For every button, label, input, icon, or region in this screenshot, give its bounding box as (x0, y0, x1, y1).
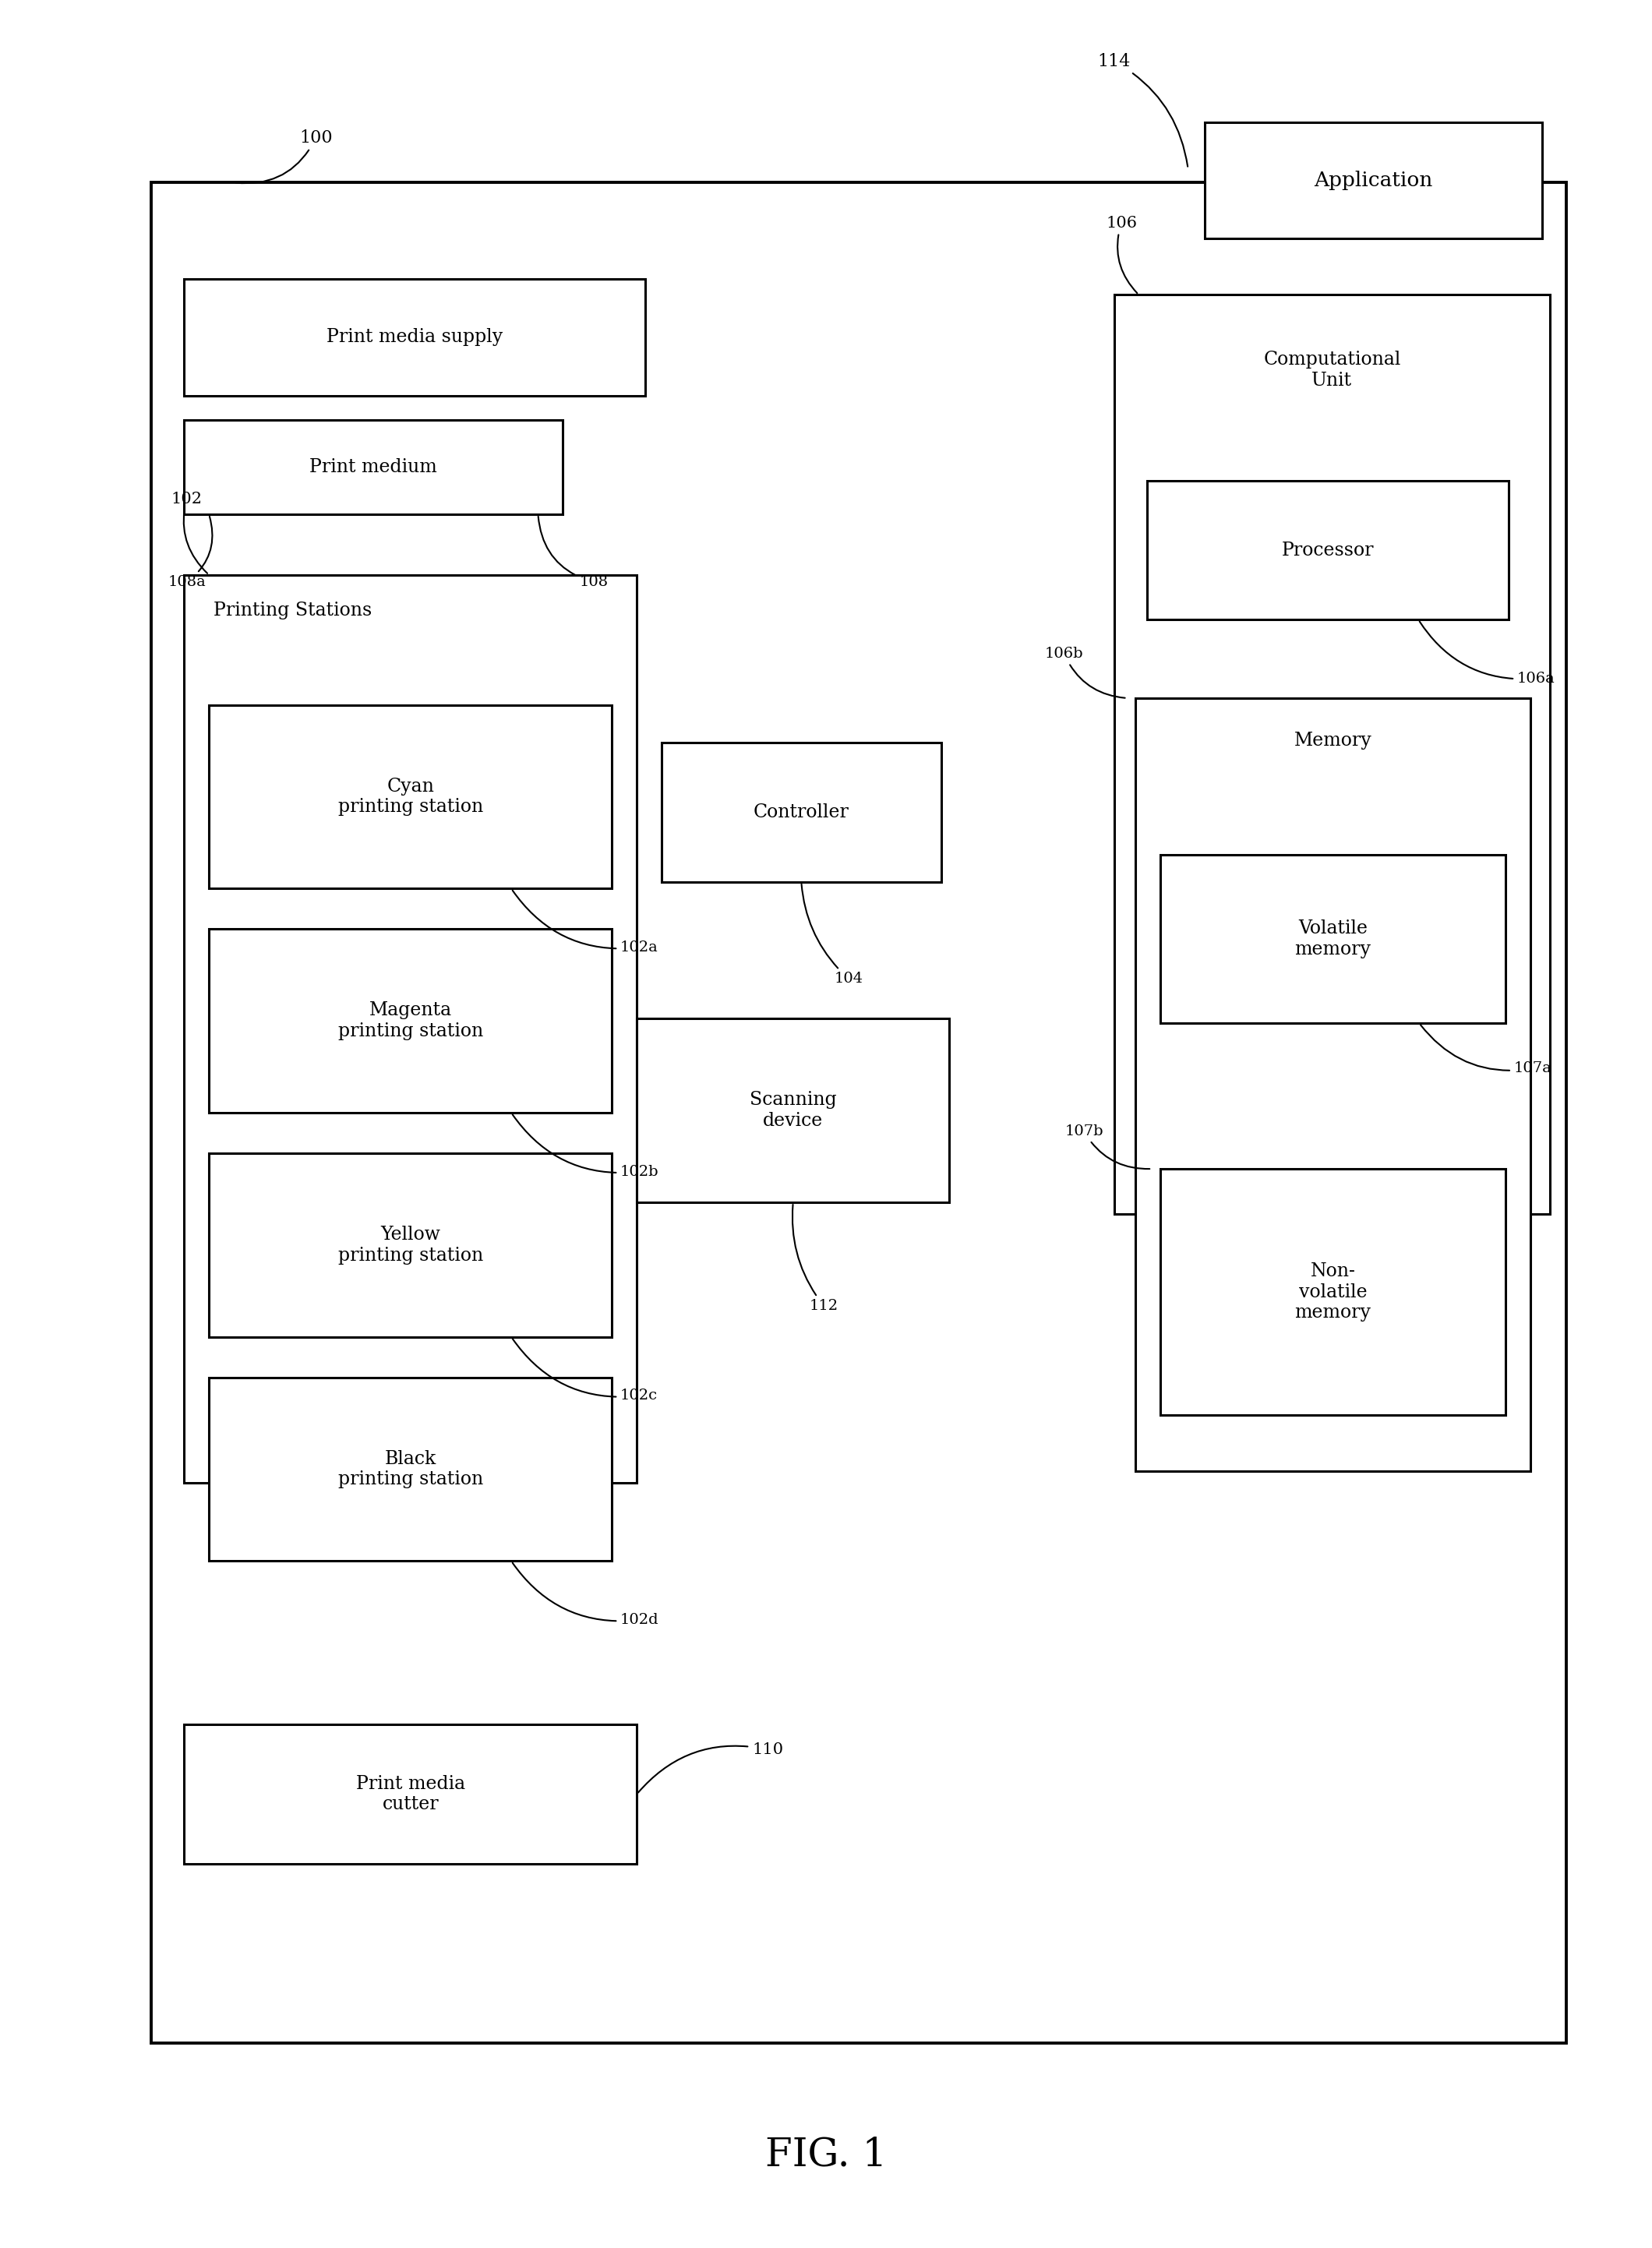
Text: Scanning
device: Scanning device (750, 1090, 836, 1131)
Text: 108: 108 (539, 517, 608, 589)
Text: Magenta
printing station: Magenta printing station (339, 1003, 482, 1041)
Text: 106a: 106a (1419, 620, 1555, 686)
Text: Black
printing station: Black printing station (339, 1450, 482, 1488)
Text: Controller: Controller (753, 803, 849, 821)
Text: 106: 106 (1105, 216, 1137, 292)
Text: Volatile
memory: Volatile memory (1295, 919, 1371, 958)
FancyBboxPatch shape (1160, 854, 1505, 1023)
Text: Print media
cutter: Print media cutter (355, 1776, 466, 1814)
FancyBboxPatch shape (185, 575, 636, 1484)
FancyBboxPatch shape (1160, 1169, 1505, 1416)
Text: FIG. 1: FIG. 1 (765, 2136, 887, 2174)
Text: 106b: 106b (1044, 647, 1125, 697)
FancyBboxPatch shape (208, 1378, 613, 1560)
Text: 102: 102 (172, 492, 208, 573)
Text: 100: 100 (236, 128, 332, 184)
FancyBboxPatch shape (185, 420, 563, 515)
Text: Memory: Memory (1294, 733, 1371, 749)
FancyBboxPatch shape (208, 706, 613, 888)
FancyBboxPatch shape (1146, 481, 1508, 620)
Text: 107b: 107b (1064, 1124, 1150, 1169)
FancyBboxPatch shape (185, 279, 644, 396)
Text: Printing Stations: Printing Stations (213, 602, 372, 620)
Text: 102b: 102b (512, 1115, 659, 1178)
Text: Non-
volatile
memory: Non- volatile memory (1295, 1263, 1371, 1322)
Text: 102a: 102a (512, 890, 657, 955)
Text: 107a: 107a (1421, 1025, 1551, 1075)
FancyBboxPatch shape (661, 742, 942, 881)
FancyBboxPatch shape (1113, 294, 1550, 1214)
FancyBboxPatch shape (636, 1018, 950, 1203)
FancyBboxPatch shape (208, 928, 613, 1113)
Text: Print media supply: Print media supply (327, 328, 502, 346)
Text: 102d: 102d (512, 1562, 659, 1628)
Text: Application: Application (1313, 171, 1432, 191)
Text: 108a: 108a (169, 517, 213, 589)
Text: Computational
Unit: Computational Unit (1264, 351, 1401, 389)
Text: Processor: Processor (1282, 542, 1374, 560)
Text: Yellow
printing station: Yellow printing station (339, 1225, 482, 1263)
FancyBboxPatch shape (1204, 121, 1541, 238)
FancyBboxPatch shape (152, 182, 1566, 2043)
Text: 114: 114 (1097, 52, 1188, 166)
FancyBboxPatch shape (208, 1153, 613, 1338)
Text: Print medium: Print medium (309, 459, 438, 477)
FancyBboxPatch shape (185, 1724, 636, 1864)
Text: 112: 112 (793, 1205, 839, 1313)
Text: 102c: 102c (512, 1340, 657, 1403)
Text: 110: 110 (638, 1742, 783, 1792)
Text: 104: 104 (801, 883, 862, 987)
Text: Cyan
printing station: Cyan printing station (339, 778, 482, 816)
FancyBboxPatch shape (1135, 699, 1530, 1472)
